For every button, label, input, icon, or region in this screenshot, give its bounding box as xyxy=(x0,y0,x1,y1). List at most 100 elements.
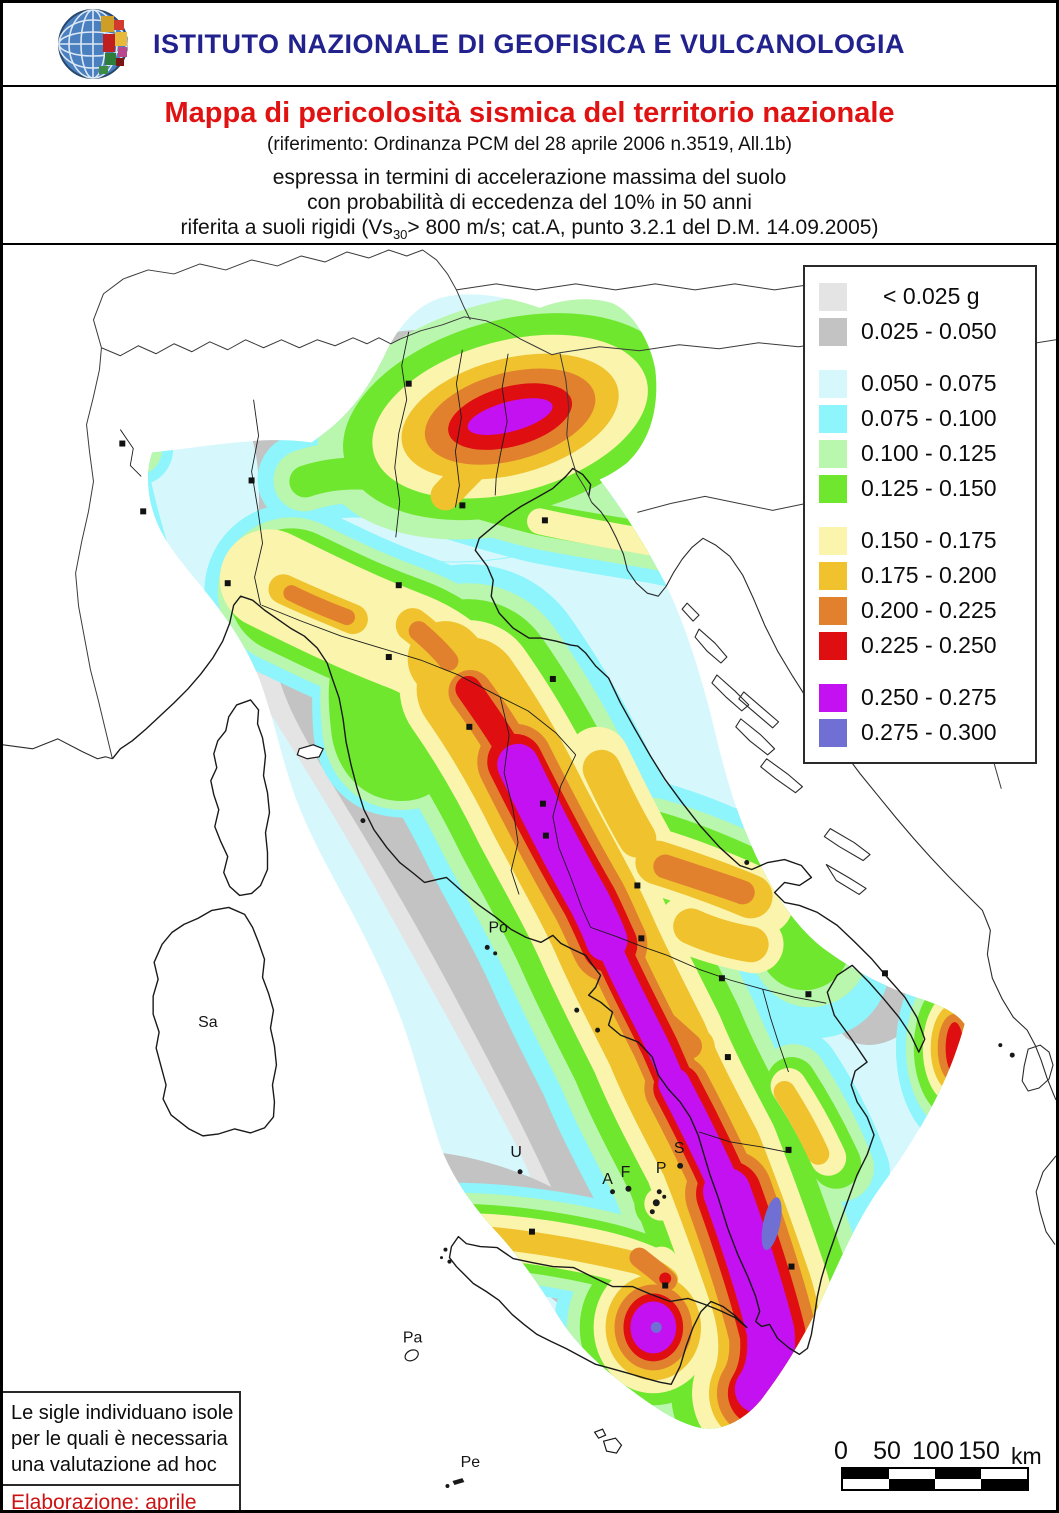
legend-group-1: 0.050 - 0.075 0.075 - 0.100 0.100 - 0.125 0… xyxy=(819,366,1035,506)
legend-label: 0.275 - 0.300 xyxy=(861,719,997,745)
legend-label: 0.125 - 0.150 xyxy=(861,475,997,501)
legend-label: < 0.025 g xyxy=(883,283,980,309)
legend-label: 0.100 - 0.125 xyxy=(861,440,997,466)
legend-swatch xyxy=(819,439,847,468)
city-marker xyxy=(248,477,255,484)
institute-title: ISTITUTO NAZIONALE DI GEOFISICA E VULCAN… xyxy=(153,28,906,59)
island-labels: Sa Po U A F PS Pa Pe xyxy=(198,919,684,1471)
city-marker xyxy=(634,882,641,889)
city-marker xyxy=(539,800,546,807)
city-marker xyxy=(140,508,147,515)
legend-swatch xyxy=(819,561,847,590)
legend-swatch xyxy=(819,596,847,625)
legend-label: 0.075 - 0.100 xyxy=(861,405,997,431)
legend-swatch xyxy=(819,282,847,311)
note-line: per le quali è necessaria xyxy=(11,1428,228,1450)
regional-borders xyxy=(119,331,827,1154)
scale-tick: 150 xyxy=(958,1437,1000,1465)
city-marker xyxy=(405,380,412,387)
scale-segment xyxy=(981,1469,1027,1479)
legend-group-3: 0.250 - 0.275 0.275 - 0.300 xyxy=(819,680,1035,750)
legend-label: 0.150 - 0.175 xyxy=(861,527,997,553)
ingv-logo-icon xyxy=(58,9,128,79)
scale-tick: 0 xyxy=(834,1437,848,1465)
legend-label: 0.025 - 0.050 xyxy=(861,318,997,344)
city-marker xyxy=(395,582,402,589)
legend-label: 0.200 - 0.225 xyxy=(861,597,997,623)
greece-coastline xyxy=(1035,1155,1056,1245)
legend-label: 0.175 - 0.200 xyxy=(861,562,997,588)
legend-row: 0.225 - 0.250 xyxy=(819,628,1035,663)
scale-tick: 50 xyxy=(873,1437,901,1465)
legend-row: 0.150 - 0.175 xyxy=(819,523,1035,558)
corsica-coastline xyxy=(210,699,271,897)
legend-row: 0.275 - 0.300 xyxy=(819,715,1035,750)
map-subtitle-3: riferita a suoli rigidi (Vs30> 800 m/s; … xyxy=(180,216,879,243)
legend-row: 0.200 - 0.225 xyxy=(819,593,1035,628)
scale-segment xyxy=(935,1469,981,1479)
note-text: Le sigle individuano isole per le quali è… xyxy=(3,1393,239,1486)
legend-swatch xyxy=(819,474,847,503)
zone-0275-0300 xyxy=(650,1197,782,1333)
legend-row: 0.050 - 0.075 xyxy=(819,366,1035,401)
city-marker xyxy=(385,654,392,661)
legend-row: 0.025 - 0.050 xyxy=(819,314,1035,349)
scale-bar-graphic xyxy=(841,1467,1029,1491)
island-label-u: U xyxy=(510,1144,521,1161)
scale-tick: 100 xyxy=(912,1437,954,1465)
header: ISTITUTO NAZIONALE DI GEOFISICA E VULCAN… xyxy=(3,3,1056,87)
title-block: Mappa di pericolosità sismica del territ… xyxy=(3,87,1056,245)
scale-segment xyxy=(843,1479,889,1489)
city-marker xyxy=(805,991,812,998)
city-marker xyxy=(718,975,725,982)
island-label-pe: Pe xyxy=(461,1454,481,1471)
city-marker xyxy=(549,675,556,682)
city-marker xyxy=(724,1054,731,1061)
map-subtitle-1: espressa in termini di accelerazione mas… xyxy=(272,166,787,189)
note-line: una valutazione ad hoc xyxy=(11,1454,217,1476)
city-marker xyxy=(529,1228,535,1235)
legend-row: < 0.025 g xyxy=(819,279,1035,314)
city-marker xyxy=(466,723,473,730)
italy-coastline xyxy=(111,467,926,1356)
city-marker xyxy=(119,440,126,447)
corfu-island xyxy=(1021,1044,1054,1092)
france-coastline xyxy=(3,738,113,760)
scale-segment xyxy=(889,1479,935,1489)
map-reference: (riferimento: Ordinanza PCM del 28 april… xyxy=(267,134,792,155)
city-marker xyxy=(541,517,548,524)
note-line: Le sigle individuano isole xyxy=(11,1402,234,1424)
map-title: Mappa di pericolosità sismica del territ… xyxy=(164,97,895,129)
legend-swatch xyxy=(819,526,847,555)
legend-row: 0.100 - 0.125 xyxy=(819,436,1035,471)
hazard-map: Sa Po U A F P S Pa Pe < 0.025 g 0.025 - 0.050 0.05… xyxy=(3,245,1056,1510)
scale-segment xyxy=(889,1469,935,1479)
legend-swatch xyxy=(819,317,847,346)
legend-group-2: 0.150 - 0.175 0.175 - 0.200 0.200 - 0.225 0… xyxy=(819,523,1035,663)
city-marker xyxy=(459,502,466,509)
scale-bar: 0 50 100 150 km xyxy=(821,1437,1042,1493)
island-label-po: Po xyxy=(488,919,508,936)
elaboration-date: Elaborazione: aprile 2004 xyxy=(11,1491,197,1513)
island-label-sa: Sa xyxy=(198,1014,218,1031)
scale-segment xyxy=(935,1479,981,1489)
legend-swatch xyxy=(819,369,847,398)
city-marker xyxy=(881,970,888,977)
island-label-s: S xyxy=(674,1140,685,1157)
hazard-map-svg: Sa Po U A F PS Pa Pe xyxy=(3,249,1056,1489)
city-marker xyxy=(788,1263,795,1270)
island-label-pa: Pa xyxy=(403,1329,423,1346)
scale-unit: km xyxy=(1011,1443,1042,1469)
city-marker xyxy=(542,832,549,839)
legend-label: 0.225 - 0.250 xyxy=(861,632,997,658)
city-marker xyxy=(224,580,231,587)
city-markers xyxy=(119,380,888,1289)
legend-swatch xyxy=(819,631,847,660)
legend-swatch xyxy=(819,683,847,712)
small-islands xyxy=(296,744,1015,1489)
note-box: Le sigle individuano isole per le quali è… xyxy=(3,1391,241,1513)
legend-label: 0.250 - 0.275 xyxy=(861,684,997,710)
scale-segment xyxy=(981,1479,1027,1489)
legend-row: 0.075 - 0.100 xyxy=(819,401,1035,436)
